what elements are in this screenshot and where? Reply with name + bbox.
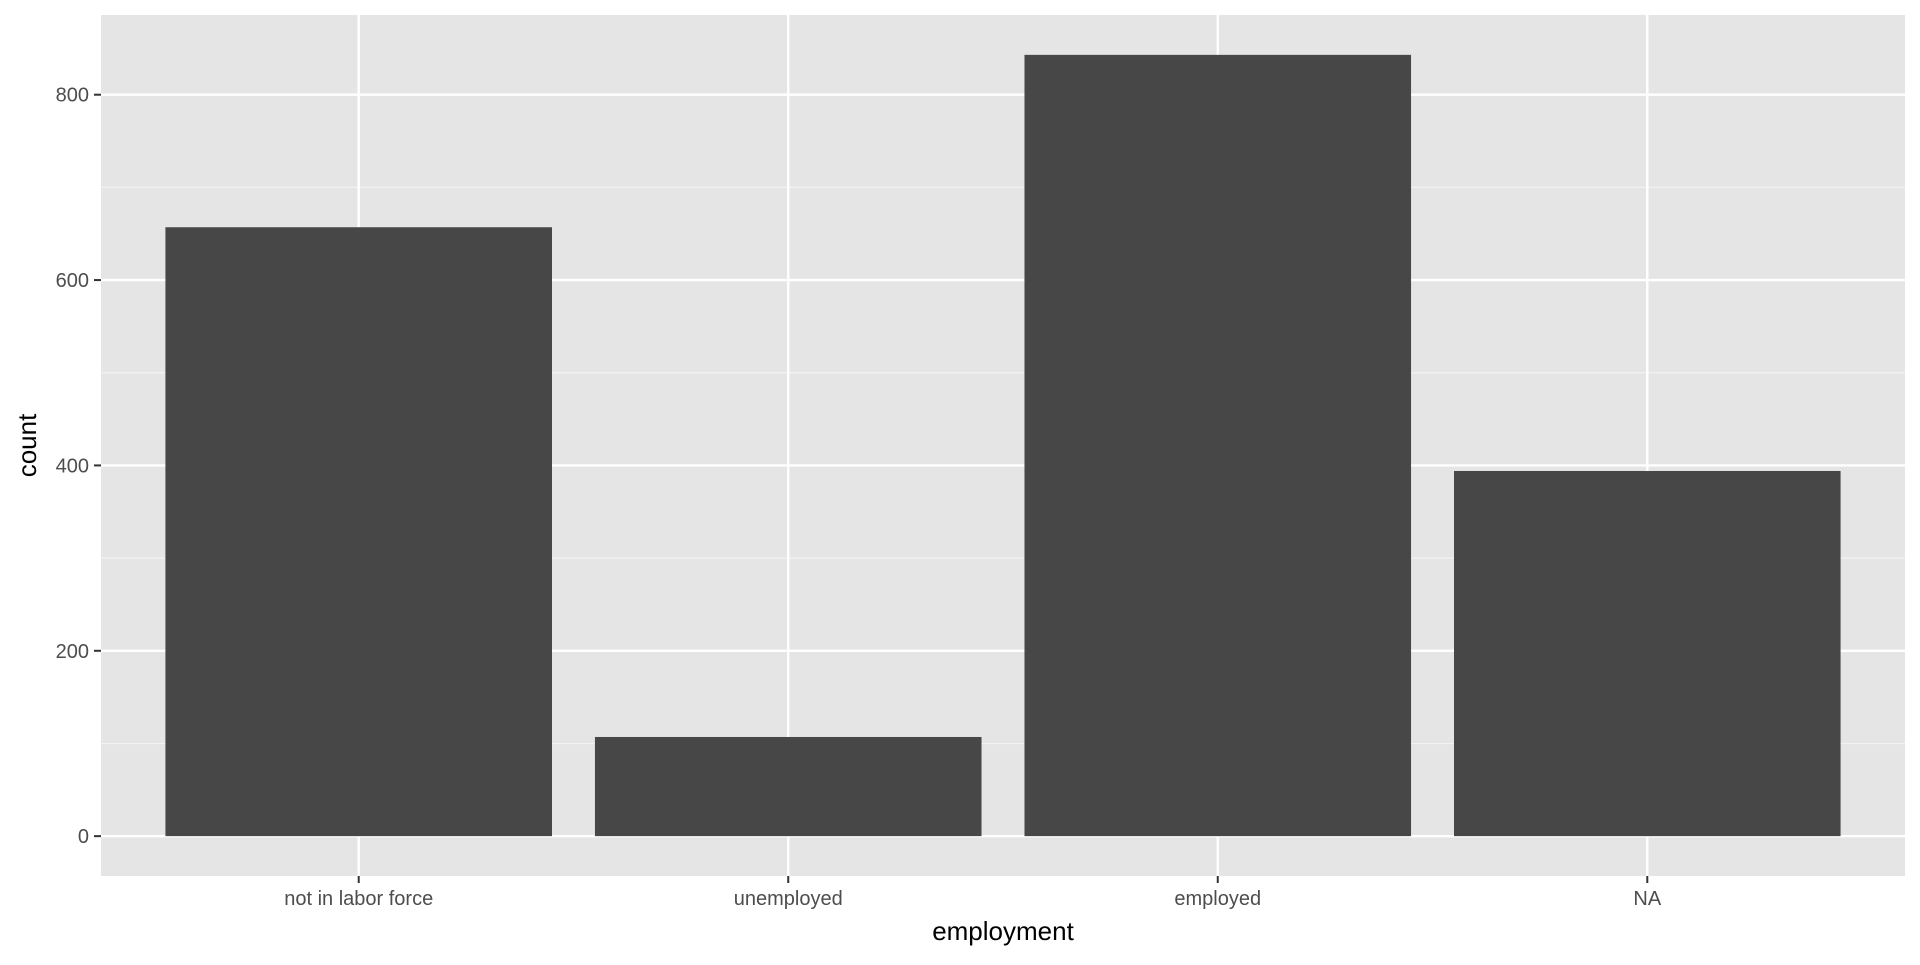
- y-tick-label: 200: [56, 641, 89, 663]
- y-tick-label: 400: [56, 455, 89, 477]
- bar: [594, 736, 982, 837]
- y-tick-label: 800: [56, 85, 89, 107]
- y-axis: 0 200 400 600 800: [56, 85, 101, 848]
- bars: [165, 54, 1841, 837]
- y-tick-label: 0: [78, 826, 89, 848]
- bar: [1454, 470, 1841, 837]
- x-tick-label: employed: [1174, 888, 1261, 910]
- x-axis-title: employment: [932, 916, 1074, 946]
- bar: [1024, 54, 1412, 837]
- y-axis-title: count: [12, 413, 42, 477]
- x-tick-label: not in labor force: [284, 888, 433, 910]
- x-axis: not in labor force unemployed employed NA: [284, 876, 1662, 910]
- x-tick-label: NA: [1633, 888, 1661, 910]
- y-tick-label: 600: [56, 270, 89, 292]
- x-tick-label: unemployed: [734, 888, 843, 910]
- bar: [165, 227, 552, 837]
